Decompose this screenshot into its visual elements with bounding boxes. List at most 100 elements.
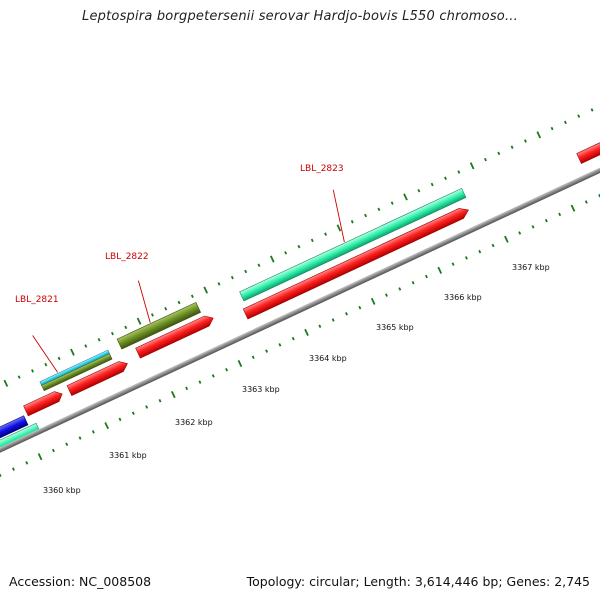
scale-tick-minor [17,375,21,379]
scale-tick-major [3,379,9,387]
scale-tick-minor [57,356,61,361]
scale-tick-minor [318,324,322,328]
cds-feature[interactable] [576,131,600,164]
scale-tick-minor [84,344,88,348]
scale-tick-minor [430,182,434,187]
scale-tick-minor [424,274,428,279]
scale-tick-minor [451,262,455,266]
gene-feature[interactable] [239,187,467,302]
scale-tick-minor [558,212,562,217]
cds-feature[interactable] [135,313,216,359]
scale-labels: 3360 kbp 3361 kbp 3362 kbp 3363 kbp 3364… [43,263,550,495]
genome-summary-text: Topology: circular; Length: 3,614,446 bp… [246,574,590,589]
scale-tick-minor [150,313,154,317]
scale-tick-minor [97,338,101,342]
scale-tick-major [203,286,208,294]
scale-tick-major [70,348,75,356]
scale-tick-minor [444,176,447,181]
cds-feature[interactable] [23,389,65,417]
scale-tick-minor [385,293,388,297]
scale-tick-minor [225,367,229,372]
scale-label: 3364 kbp [309,354,347,363]
gene-label-leaders [32,189,345,373]
map-track-frame [0,108,600,478]
scale-tick-minor [230,275,234,280]
scale-label: 3362 kbp [175,418,213,427]
scale-tick-minor [251,355,255,360]
scale-tick-major [403,193,408,201]
scale-tick-minor [217,282,221,286]
scale-label: 3367 kbp [512,263,550,272]
scale-label: 3361 kbp [109,451,147,460]
scale-tick-minor [91,430,95,434]
scale-tick-minor [484,157,487,162]
scale-tick-minor [491,243,495,248]
accession-text: Accession: NC_008508 [9,574,152,589]
scale-tick-minor [31,369,34,373]
gene-feature[interactable] [41,353,113,392]
scale-tick-minor [350,220,354,224]
scale-tick-major [336,224,342,232]
scale-tick-minor [544,218,548,223]
scale-tick-minor [211,374,215,378]
scale-tick-minor [577,114,581,118]
scale-tick-minor [358,305,362,310]
scale-tick-minor [390,201,394,205]
gene-labels: LBL_2821 LBL_2822 LBL_2823 [15,164,344,305]
scale-tick-major [437,266,443,274]
scale-tick-minor [291,336,295,341]
scale-tick-minor [523,139,527,143]
scale-tick-minor [65,442,69,447]
scale-tick-minor [518,231,522,235]
scale-tick-minor [531,225,535,229]
gene-feature[interactable] [116,301,202,350]
scale-tick-minor [464,256,468,260]
scale-label: 3365 kbp [376,323,414,332]
cds-feature[interactable] [66,359,130,396]
scale-tick-minor [110,331,114,336]
scale-tick-minor [364,213,368,218]
scale-tick-minor [478,249,482,254]
scale-tick-minor [198,380,202,384]
inner-tick-row [0,194,600,478]
scale-tick-major [469,162,475,170]
scale-tick-minor [563,120,567,125]
scale-tick-minor [377,207,381,212]
scale-tick-minor [164,306,168,311]
scale-tick-minor [345,312,348,316]
scale-tick-minor [185,386,189,391]
scale-tick-minor [158,399,162,403]
scale-tick-major [304,328,309,336]
scale-tick-minor [124,325,128,330]
cds-feature[interactable] [242,205,471,320]
scale-tick-minor [0,473,2,478]
scale-tick-minor [324,232,328,236]
scale-tick-minor [411,280,415,285]
scale-tick-minor [550,126,554,131]
scale-tick-major [171,391,176,399]
scale-tick-minor [265,349,269,353]
map-title: Leptospira borgpetersenii serovar Hardjo… [82,9,518,24]
scale-label: 3366 kbp [444,293,482,302]
gene-label[interactable]: LBL_2822 [105,252,149,262]
gene-label[interactable]: LBL_2821 [15,295,59,305]
scale-tick-major [270,255,275,263]
scale-tick-minor [145,405,149,409]
scale-tick-major [104,422,109,430]
scale-tick-minor [590,108,594,112]
scale-tick-minor [310,238,314,243]
scale-tick-minor [177,300,181,305]
gene-feature[interactable] [0,415,29,445]
scale-tick-major [536,131,542,139]
scale-tick-minor [11,467,15,471]
scale-tick-minor [78,436,82,440]
scale-tick-minor [44,362,48,367]
scale-tick-minor [457,170,461,174]
scale-tick-minor [118,417,122,422]
scale-label: 3360 kbp [43,486,81,495]
gene-label[interactable]: LBL_2823 [300,164,344,174]
outer-tick-row [3,108,594,387]
scale-tick-minor [510,145,514,149]
